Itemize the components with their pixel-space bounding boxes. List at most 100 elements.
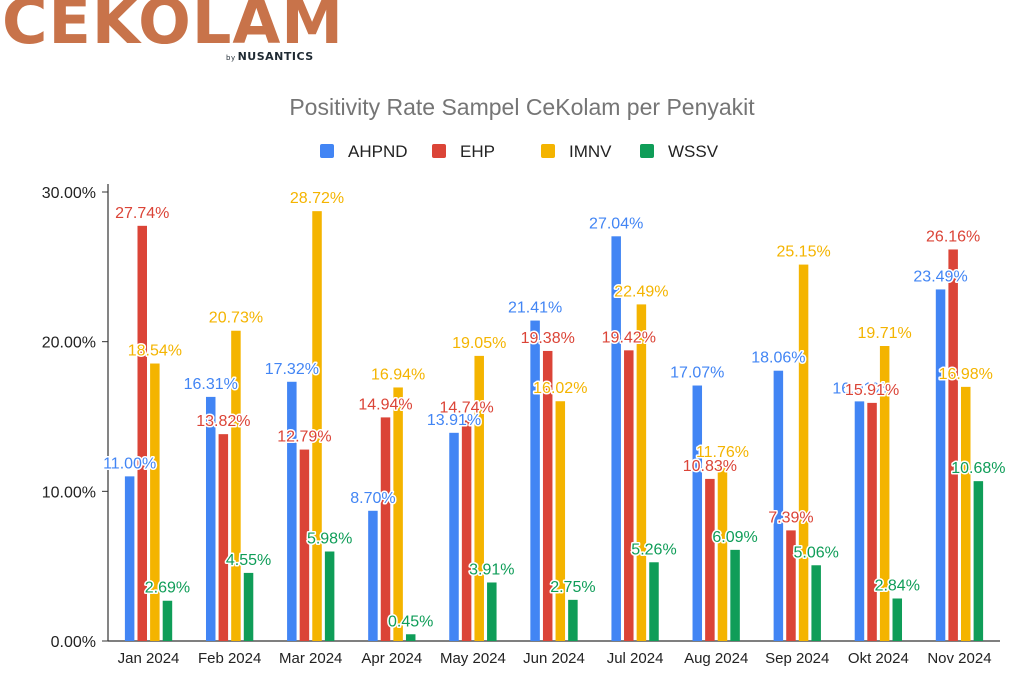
x-tick-label: Jul 2024	[607, 650, 664, 667]
chart-legend: AHPND EHP IMNV WSSV	[320, 142, 719, 161]
x-tick-label: Apr 2024	[361, 650, 422, 667]
bar-wssv	[324, 551, 335, 641]
legend-swatch-imnv	[541, 144, 555, 158]
bar-ahpnd	[124, 476, 135, 641]
bar-ehp	[461, 420, 472, 641]
bar-ehp	[948, 249, 958, 642]
data-label-imnv: 25.15%	[776, 244, 830, 261]
data-label-ehp: 14.74%	[439, 399, 493, 416]
data-label-wssv: 3.91%	[469, 561, 514, 578]
bar-imnv	[961, 386, 971, 641]
data-label-wssv: 2.75%	[550, 579, 595, 596]
bar-imnv	[798, 264, 809, 641]
legend-label-wssv: WSSV	[668, 142, 719, 161]
legend-label-ehp: EHP	[460, 142, 495, 161]
data-label-wssv: 2.84%	[875, 577, 920, 594]
bar-ahpnd	[935, 289, 946, 641]
y-tick-label: 10.00%	[42, 484, 96, 501]
bar-ahpnd	[530, 320, 540, 641]
x-tick-label: Mar 2024	[279, 650, 342, 667]
data-label-ehp: 7.39%	[768, 509, 813, 526]
data-label-ehp: 26.16%	[926, 228, 980, 245]
y-tick-label: 20.00%	[42, 335, 96, 352]
data-label-ehp: 14.94%	[358, 396, 412, 413]
data-label-ahpnd: 8.70%	[350, 490, 395, 507]
legend-label-ahpnd: AHPND	[348, 142, 408, 161]
data-label-ehp: 10.83%	[683, 458, 737, 475]
bar-wssv	[649, 562, 659, 641]
data-label-ehp: 13.82%	[196, 413, 250, 430]
bar-ahpnd	[205, 396, 216, 641]
data-label-ehp: 19.42%	[602, 329, 656, 346]
data-label-wssv: 4.55%	[226, 552, 271, 569]
legend-swatch-wssv	[640, 144, 654, 158]
bar-imnv	[474, 355, 484, 641]
data-label-imnv: 18.54%	[128, 343, 182, 360]
y-tick-label: 0.00%	[51, 634, 96, 651]
data-label-wssv: 5.98%	[307, 530, 352, 547]
bar-wssv	[811, 565, 821, 641]
logo-brand: NUSANTICS	[237, 50, 314, 63]
chart-data-labels: 11.00% 27.74% 18.54% 2.69% 16.31% 13.82% 20.73…	[102, 189, 1007, 632]
bar-imnv	[636, 304, 647, 641]
data-label-wssv: 5.06%	[793, 544, 838, 561]
data-label-ahpnd: 17.32%	[265, 361, 319, 378]
data-label-ehp: 12.79%	[277, 429, 331, 446]
x-tick-label: Feb 2024	[198, 650, 261, 667]
data-label-ahpnd: 27.04%	[589, 215, 643, 232]
x-tick-label: May 2024	[440, 650, 506, 667]
bar-ahpnd	[368, 510, 378, 641]
bar-ahpnd	[773, 370, 784, 641]
legend-label-imnv: IMNV	[569, 142, 612, 161]
data-label-wssv: 10.68%	[951, 460, 1005, 477]
bar-ehp	[380, 417, 391, 641]
bar-imnv	[879, 346, 890, 641]
data-label-ehp: 19.38%	[521, 330, 575, 347]
x-tick-label: Jan 2024	[118, 650, 180, 667]
bar-wssv	[487, 582, 497, 641]
y-tick-label: 30.00%	[42, 185, 96, 202]
data-label-imnv: 19.71%	[858, 325, 912, 342]
legend-swatch-ahpnd	[320, 144, 334, 158]
bar-ehp	[299, 449, 310, 641]
bar-wssv	[243, 572, 254, 641]
bar-wssv	[568, 599, 578, 641]
data-label-ahpnd: 13.91%	[427, 412, 481, 429]
data-label-ahpnd: 23.49%	[913, 268, 967, 285]
chart-bars	[124, 211, 984, 642]
cekolam-logo: CEKOLAM by NUSANTICS	[0, 0, 343, 70]
bar-imnv	[555, 401, 566, 641]
logo-wordmark: CEKOLAM	[2, 0, 344, 58]
data-label-imnv: 16.02%	[533, 380, 587, 397]
data-label-imnv: 19.05%	[452, 335, 506, 352]
data-label-wssv: 0.45%	[388, 613, 433, 630]
bar-ehp	[705, 478, 715, 641]
data-label-ahpnd: 17.07%	[670, 365, 724, 382]
bar-ahpnd	[611, 236, 621, 641]
data-label-ehp: 27.74%	[115, 205, 169, 222]
bar-wssv	[405, 634, 416, 641]
bar-ahpnd	[287, 381, 297, 641]
logo-byline: by NUSANTICS	[226, 50, 314, 63]
bar-wssv	[162, 600, 173, 641]
x-tick-label: Sep 2024	[765, 650, 829, 667]
chart-title: Positivity Rate Sampel CeKolam per Penya…	[289, 94, 755, 120]
data-label-wssv: 6.09%	[712, 529, 757, 546]
data-label-imnv: 16.94%	[371, 366, 425, 383]
data-label-ehp: 15.91%	[845, 382, 899, 399]
bar-ehp	[624, 350, 634, 641]
bar-imnv	[393, 387, 403, 641]
x-tick-label: Okt 2024	[848, 650, 909, 667]
bar-imnv	[150, 363, 160, 641]
data-label-ahpnd: 18.06%	[751, 350, 805, 367]
bar-ehp	[218, 434, 229, 641]
logo-by-text: by	[226, 54, 236, 62]
data-label-ahpnd: 16.31%	[184, 376, 238, 393]
data-label-wssv: 5.26%	[631, 541, 676, 558]
bar-wssv	[892, 598, 903, 641]
data-label-imnv: 20.73%	[209, 310, 263, 327]
bar-imnv	[231, 330, 241, 641]
data-label-imnv: 16.98%	[939, 366, 993, 383]
x-tick-label: Nov 2024	[927, 650, 991, 667]
